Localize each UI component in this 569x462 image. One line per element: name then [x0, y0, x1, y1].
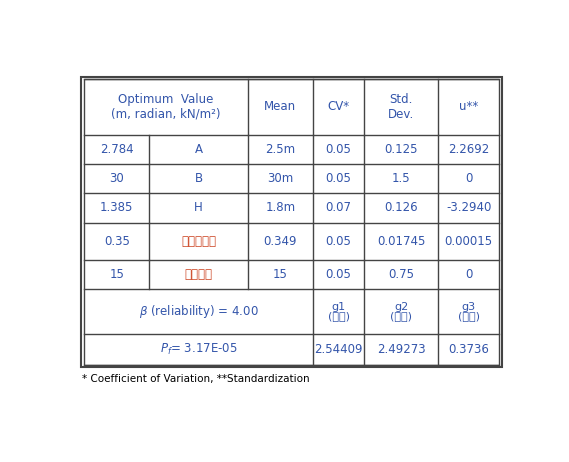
- Text: (활동): (활동): [328, 311, 350, 321]
- Text: 2.5m: 2.5m: [265, 143, 295, 156]
- Text: u**: u**: [459, 100, 479, 113]
- Bar: [84, 79, 499, 365]
- Text: 0.00015: 0.00015: [444, 235, 493, 248]
- Text: 1.385: 1.385: [100, 201, 134, 214]
- Text: g1: g1: [332, 302, 346, 312]
- Text: H: H: [194, 201, 203, 214]
- Text: 내부마찰각: 내부마찰각: [181, 235, 216, 248]
- Text: 단위중량: 단위중량: [184, 268, 213, 281]
- Text: 2.784: 2.784: [100, 143, 134, 156]
- Text: (침하): (침하): [457, 311, 480, 321]
- Text: 2.54409: 2.54409: [315, 343, 363, 356]
- Text: A: A: [195, 143, 203, 156]
- Text: 0.05: 0.05: [325, 235, 352, 248]
- Text: 0: 0: [465, 268, 472, 281]
- Text: 1.5: 1.5: [392, 172, 411, 185]
- Text: 0.125: 0.125: [385, 143, 418, 156]
- Text: $P_f$= 3.17E-05: $P_f$= 3.17E-05: [160, 342, 237, 357]
- Text: 0.35: 0.35: [104, 235, 130, 248]
- Text: Std.
Dev.: Std. Dev.: [388, 93, 415, 121]
- Text: 0.07: 0.07: [325, 201, 352, 214]
- Text: 1.8m: 1.8m: [265, 201, 295, 214]
- Text: 15: 15: [109, 268, 124, 281]
- Text: 2.49273: 2.49273: [377, 343, 426, 356]
- Text: -3.2940: -3.2940: [446, 201, 491, 214]
- Text: 0.01745: 0.01745: [377, 235, 426, 248]
- Text: $\beta$ (reliability) = 4.00: $\beta$ (reliability) = 4.00: [139, 303, 258, 320]
- Text: 0.05: 0.05: [325, 172, 352, 185]
- Text: CV*: CV*: [328, 100, 350, 113]
- Text: 30: 30: [109, 172, 124, 185]
- Text: 30m: 30m: [267, 172, 294, 185]
- Text: B: B: [195, 172, 203, 185]
- Bar: [81, 77, 502, 367]
- Text: 0.126: 0.126: [385, 201, 418, 214]
- Text: * Coefficient of Variation, **Standardization: * Coefficient of Variation, **Standardiz…: [82, 374, 310, 384]
- Text: 15: 15: [273, 268, 288, 281]
- Text: (전도): (전도): [390, 311, 413, 321]
- Text: g2: g2: [394, 302, 409, 312]
- Text: 0.349: 0.349: [263, 235, 297, 248]
- Text: g3: g3: [461, 302, 476, 312]
- Text: 0.05: 0.05: [325, 268, 352, 281]
- Text: 0: 0: [465, 172, 472, 185]
- Text: Mean: Mean: [265, 100, 296, 113]
- Text: 0.3736: 0.3736: [448, 343, 489, 356]
- Text: 0.75: 0.75: [389, 268, 414, 281]
- Text: Optimum  Value
(m, radian, kN/m²): Optimum Value (m, radian, kN/m²): [112, 93, 221, 121]
- Text: 2.2692: 2.2692: [448, 143, 489, 156]
- Text: 0.05: 0.05: [325, 143, 352, 156]
